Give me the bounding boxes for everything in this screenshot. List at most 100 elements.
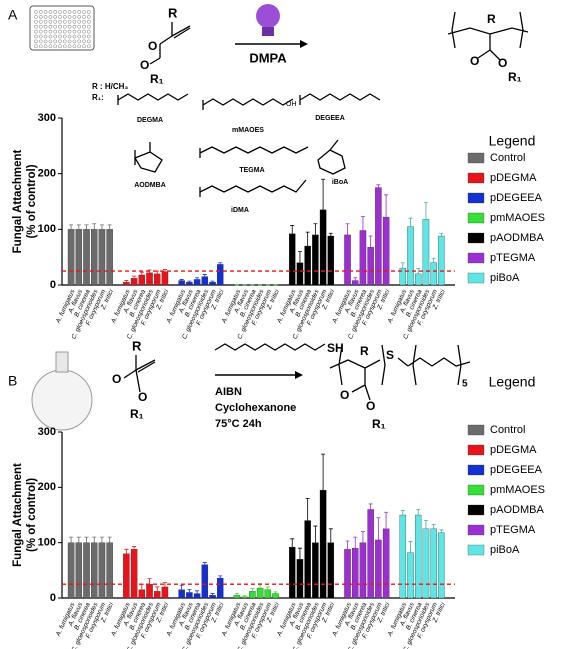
label-o: O	[140, 58, 149, 72]
well	[67, 24, 72, 29]
panel-label: A	[8, 7, 18, 23]
label-r: R	[132, 338, 142, 353]
legend-label: pAODMBA	[490, 504, 544, 516]
y-tick-label: 300	[38, 112, 56, 124]
well	[62, 44, 67, 49]
label-r: R	[360, 344, 369, 358]
well	[38, 34, 43, 39]
error-bar	[313, 525, 318, 543]
label-r1: R₁	[130, 407, 144, 421]
error-bar	[368, 235, 373, 248]
error-bar	[353, 277, 358, 281]
y-tick-label: 200	[38, 481, 56, 493]
bar	[319, 489, 327, 599]
bar	[288, 546, 296, 599]
well	[82, 34, 86, 39]
well	[72, 34, 77, 39]
legend-swatch	[467, 464, 485, 476]
well	[86, 15, 91, 19]
well	[62, 10, 67, 14]
legend-title: Legend	[489, 133, 536, 149]
well	[72, 10, 77, 14]
legend-swatch	[467, 544, 485, 556]
error-bar	[290, 225, 295, 234]
bar	[146, 584, 153, 599]
bar	[438, 532, 445, 599]
well	[82, 24, 86, 29]
bar	[304, 520, 311, 599]
bar	[130, 549, 138, 599]
bar	[272, 593, 279, 599]
well	[62, 39, 67, 44]
bar	[209, 595, 216, 599]
bar	[256, 587, 264, 599]
bar	[67, 542, 75, 599]
bar	[161, 271, 169, 286]
error-bar	[345, 223, 350, 235]
monomer-name: iBoA	[332, 179, 348, 186]
flask	[31, 351, 93, 431]
error-bar	[313, 223, 318, 235]
monomer-name: mMAOES	[232, 127, 264, 134]
well	[82, 39, 86, 44]
well	[58, 10, 62, 14]
monomer-name: iDMA	[231, 207, 249, 214]
repeat-count: 5	[462, 379, 468, 390]
legend-label: piBoA	[490, 544, 520, 556]
bar	[153, 273, 161, 286]
error-bar	[416, 267, 421, 274]
error-bar	[124, 548, 129, 554]
well	[38, 19, 43, 24]
error-bar	[99, 536, 104, 543]
arrowhead	[295, 371, 303, 379]
error-bar	[132, 546, 137, 550]
legend-swatch	[467, 504, 485, 516]
bar	[216, 264, 224, 286]
bar	[359, 542, 367, 599]
error-bar	[179, 279, 184, 281]
legend-swatch	[467, 272, 485, 284]
polymer	[447, 11, 529, 61]
label-s: S	[386, 348, 394, 362]
bar	[90, 542, 98, 599]
error-bar	[408, 217, 413, 227]
bar	[138, 589, 146, 599]
error-bar	[439, 529, 444, 533]
error-bar	[76, 536, 81, 543]
label-r: R	[487, 12, 496, 26]
well	[86, 34, 91, 39]
well	[43, 10, 48, 14]
error-bar	[69, 224, 74, 230]
well	[43, 39, 48, 44]
error-bar	[210, 280, 215, 283]
bond	[149, 44, 161, 65]
well	[72, 29, 77, 34]
legend-label: piBoA	[490, 272, 520, 284]
well	[86, 44, 91, 49]
legend-label: Control	[490, 152, 525, 164]
well	[58, 44, 62, 49]
well	[53, 44, 58, 49]
error-bar	[162, 582, 167, 587]
label-sh: SH	[327, 341, 344, 355]
error-bar	[290, 538, 295, 548]
label-r1: R₁	[372, 417, 386, 431]
error-bar	[384, 194, 389, 218]
bar	[123, 282, 130, 286]
error-bar	[187, 280, 192, 283]
legend-label: pDEGEEA	[490, 192, 543, 204]
bar	[241, 596, 248, 599]
well	[34, 29, 38, 34]
side-chain	[134, 142, 163, 173]
well	[77, 10, 82, 14]
well	[72, 24, 77, 29]
bar	[75, 229, 83, 286]
error-bar	[297, 547, 302, 560]
well	[62, 24, 67, 29]
error-bar	[265, 586, 270, 590]
bar	[233, 595, 241, 599]
polymer	[329, 344, 471, 401]
error-bar	[345, 540, 350, 550]
error-bar	[218, 262, 223, 265]
bar	[106, 542, 113, 599]
